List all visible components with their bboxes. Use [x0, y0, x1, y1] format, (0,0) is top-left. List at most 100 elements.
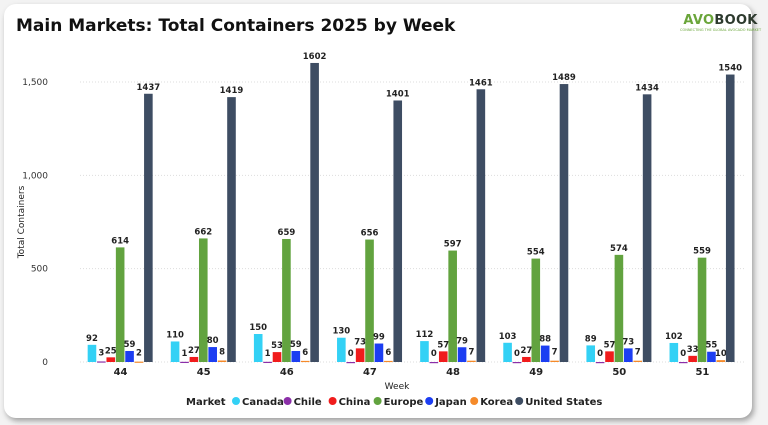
data-label: 110 — [166, 330, 184, 340]
bar-europe — [282, 238, 291, 362]
bar-chile — [678, 362, 688, 364]
data-label: 597 — [444, 240, 462, 250]
bar-europe — [614, 254, 624, 362]
x-tick-label: 46 — [280, 367, 294, 378]
y-tick-label: 1,500 — [22, 78, 48, 88]
data-label: 1 — [265, 349, 271, 359]
data-label: 1540 — [718, 64, 742, 74]
data-label: 6 — [385, 348, 391, 358]
bar-canada — [503, 342, 512, 362]
bar-canada — [669, 342, 679, 362]
bar-europe — [198, 238, 208, 362]
bar-japan — [291, 350, 301, 362]
bar-united-states — [559, 84, 569, 362]
bar-chile — [595, 362, 605, 364]
bar-korea — [716, 360, 726, 362]
bar-united-states — [642, 94, 652, 362]
data-label: 102 — [665, 332, 683, 342]
legend-title: Market — [186, 397, 226, 408]
data-label: 53 — [271, 341, 283, 351]
bar-chile — [346, 362, 356, 364]
legend-marker — [232, 397, 240, 405]
bar-korea — [467, 360, 476, 362]
bar-europe — [697, 257, 707, 362]
bar-chile — [180, 361, 189, 364]
data-label: 614 — [111, 236, 129, 246]
bar-korea — [633, 360, 643, 362]
data-label: 25 — [105, 346, 117, 356]
y-axis-label: Total Containers — [17, 185, 27, 259]
bar-europe — [531, 258, 541, 362]
data-label: 10 — [715, 349, 727, 359]
x-tick-label: 48 — [446, 367, 460, 378]
legend-item: Korea — [480, 397, 513, 408]
y-tick-label: 500 — [31, 265, 48, 275]
data-label: 0 — [597, 349, 603, 359]
bar-chile — [512, 362, 522, 364]
x-axis-label: Week — [385, 382, 410, 392]
bar-china — [189, 356, 199, 362]
bar-united-states — [227, 97, 236, 363]
data-label: 92 — [86, 334, 98, 344]
data-label: 7 — [552, 348, 558, 358]
bar-china — [522, 356, 531, 362]
data-label: 659 — [278, 228, 296, 238]
bar-canada — [87, 344, 97, 362]
bar-united-states — [144, 93, 153, 362]
legend-marker — [373, 397, 382, 405]
bar-chile — [429, 362, 439, 364]
bar-united-states — [725, 74, 735, 363]
data-label: 73 — [622, 337, 634, 347]
data-label: 7 — [635, 348, 641, 358]
legend-item: United States — [525, 397, 602, 408]
data-label: 0 — [431, 349, 437, 359]
bar-korea — [300, 360, 310, 363]
data-label: 1401 — [386, 89, 410, 99]
bar-japan — [374, 343, 384, 362]
bar-japan — [208, 347, 217, 362]
avobook-logo: AVOBOOK CONNECTING THE GLOBAL AVOCADO MA… — [680, 13, 762, 32]
bar-canada — [420, 341, 429, 362]
bar-canada — [586, 345, 596, 362]
data-label: 559 — [693, 247, 711, 257]
data-label: 150 — [249, 323, 267, 333]
data-label: 80 — [207, 336, 219, 346]
legend-marker — [283, 397, 292, 405]
bar-united-states — [393, 100, 403, 362]
data-label: 7 — [469, 348, 475, 358]
bar-japan — [624, 348, 633, 362]
bar-china — [106, 357, 116, 362]
y-tick-label: 1,000 — [22, 171, 48, 181]
x-tick-label: 49 — [529, 367, 543, 378]
bar-china — [605, 351, 614, 362]
data-label: 1 — [182, 349, 188, 359]
bar-korea — [384, 360, 393, 363]
data-label: 55 — [706, 341, 718, 351]
bar-korea — [134, 361, 144, 363]
data-label: 88 — [539, 335, 551, 345]
x-tick-label: 50 — [612, 367, 626, 378]
x-tick-label: 51 — [695, 367, 709, 378]
data-label: 57 — [437, 340, 449, 350]
data-label: 3 — [98, 348, 104, 358]
bar-china — [438, 351, 448, 362]
data-label: 1461 — [469, 78, 493, 88]
data-label: 112 — [416, 330, 434, 340]
bar-japan — [125, 350, 134, 362]
data-label: 6 — [302, 348, 308, 358]
data-label: 33 — [687, 345, 699, 355]
data-label: 103 — [499, 332, 517, 342]
bar-chile — [97, 361, 106, 363]
x-tick-label: 44 — [114, 367, 128, 378]
data-label: 8 — [219, 348, 225, 358]
data-label: 89 — [585, 334, 597, 344]
bar-china — [272, 352, 282, 362]
bar-canada — [170, 341, 180, 362]
legend-marker — [328, 397, 337, 405]
data-label: 59 — [290, 340, 302, 350]
data-label: 662 — [194, 227, 212, 237]
bar-china — [355, 348, 365, 362]
data-label: 554 — [527, 248, 545, 258]
bar-canada — [337, 337, 346, 362]
bar-canada — [253, 334, 263, 362]
